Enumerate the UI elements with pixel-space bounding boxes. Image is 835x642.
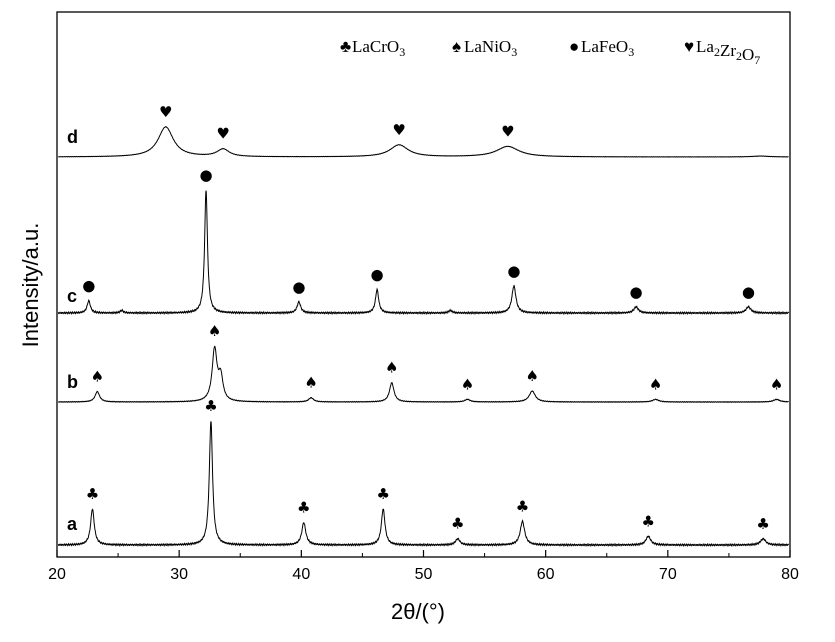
peak-marker-c: ●: [742, 283, 755, 301]
x-tick-label: 70: [659, 566, 677, 583]
trace-labels: a b c d: [67, 127, 78, 534]
peak-marker-b: ♠: [770, 375, 783, 393]
legend-label: LaCrO3: [352, 37, 405, 59]
peak-marker-c: ●: [507, 262, 520, 280]
legend-item-2: ● LaFeO3: [569, 37, 634, 59]
peak-marker-b: ♠: [208, 322, 221, 340]
peak-marker-b: ♠: [526, 367, 539, 385]
peak-marker-b: ♠: [649, 375, 662, 393]
legend: ♣ LaCrO3 ♠ LaNiO3 ● LaFeO3 ♥ La2Zr2O7: [340, 37, 760, 67]
peak-marker-b: ♠: [385, 359, 398, 377]
trace-c: [57, 190, 790, 316]
peak-marker-d: ♥: [392, 121, 405, 139]
peak-marker-a: ♣: [642, 512, 655, 530]
peak-marker-a: ♣: [376, 485, 389, 503]
peak-marker-a: ♣: [297, 499, 310, 517]
plot-frame: [56, 11, 791, 558]
x-tick-label: 20: [48, 566, 66, 583]
peak-marker-c: ●: [630, 283, 643, 301]
peak-marker-b: ♠: [461, 375, 474, 393]
x-tick-label: 40: [292, 566, 310, 583]
y-axis-label: Intensity/a.u.: [18, 223, 43, 348]
peak-marker-c: ●: [199, 166, 212, 184]
legend-label: La2Zr2O7: [696, 37, 760, 67]
legend-symbol: ♠: [452, 37, 461, 56]
legend-label: LaFeO3: [581, 37, 634, 59]
trace-label-d: d: [67, 127, 78, 147]
x-axis-ticks: 20 30 40 50 60 70 80: [48, 550, 799, 583]
peak-marker-a: ♣: [516, 497, 529, 515]
trace-d: [58, 126, 789, 158]
peak-marker-a: ♣: [86, 485, 99, 503]
peak-marker-c: ●: [82, 277, 95, 295]
trace-a: [57, 421, 790, 548]
peak-marker-b: ♠: [304, 374, 317, 392]
legend-symbol: ♥: [684, 37, 694, 56]
legend-item-1: ♠ LaNiO3: [452, 37, 517, 59]
peak-marker-d: ♥: [216, 125, 229, 143]
legend-label: LaNiO3: [464, 37, 517, 59]
peak-marker-d: ♥: [501, 122, 514, 140]
trace-label-c: c: [67, 286, 77, 306]
x-tick-label: 80: [781, 566, 799, 583]
legend-symbol: ●: [569, 37, 579, 56]
diffraction-traces: [57, 126, 790, 548]
x-tick-label: 60: [537, 566, 555, 583]
peak-marker-d: ♥: [159, 103, 172, 121]
x-tick-label: 50: [415, 566, 433, 583]
peak-markers: ♣ ♣ ♣ ♣ ♣ ♣ ♣ ♣ ♠ ♠ ♠ ♠ ♠ ♠ ♠ ♠ ● ● ● ● ● ● ● ♥ ♥ ♥ ♥: [82, 103, 783, 533]
peak-marker-a: ♣: [204, 397, 217, 415]
peak-marker-c: ●: [371, 266, 384, 284]
x-tick-label: 30: [170, 566, 188, 583]
peak-marker-c: ●: [292, 278, 305, 296]
peak-marker-a: ♣: [756, 515, 769, 533]
legend-symbol: ♣: [340, 37, 351, 56]
peak-marker-a: ♣: [451, 515, 464, 533]
legend-item-3: ♥ La2Zr2O7: [684, 37, 760, 67]
legend-item-0: ♣ LaCrO3: [340, 37, 405, 59]
peak-marker-b: ♠: [91, 368, 104, 386]
trace-b: [58, 345, 789, 404]
trace-label-a: a: [67, 514, 78, 534]
trace-label-b: b: [67, 372, 78, 392]
x-axis-label: 2θ/(°): [391, 599, 445, 624]
